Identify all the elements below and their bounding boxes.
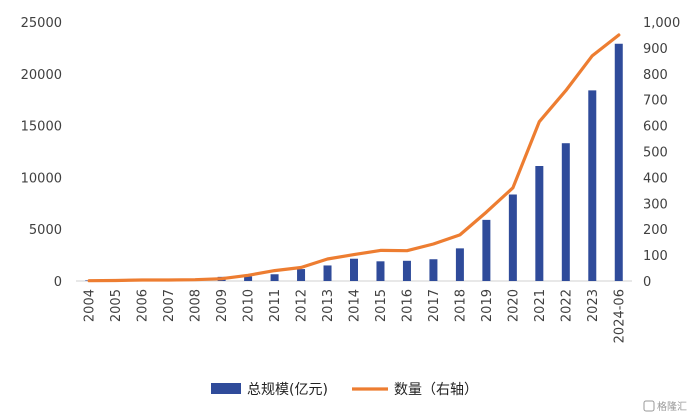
bar — [244, 276, 253, 281]
watermark-logo-icon — [643, 400, 655, 412]
x-tick-label: 2004 — [83, 289, 98, 322]
x-axis: 2004 2005 2006 2007 2008 2009 2010 2011 2012 2013… — [83, 289, 628, 343]
x-tick-label: 2024-06 — [612, 289, 627, 343]
right-tick-label: 100 — [643, 249, 668, 264]
x-tick-label: 2008 — [189, 289, 204, 322]
left-tick-label: 15000 — [21, 120, 62, 135]
left-tick-label: 5000 — [29, 223, 62, 238]
left-tick-label: 20000 — [21, 68, 62, 83]
x-tick-label: 2007 — [162, 289, 177, 322]
left-tick-label: 25000 — [21, 16, 62, 31]
bar-series — [85, 43, 623, 282]
legend-line-label: 数量（右轴） — [394, 382, 478, 398]
bar — [561, 143, 570, 281]
bar — [482, 219, 491, 281]
bar — [270, 274, 279, 281]
bar — [297, 269, 306, 281]
bar — [350, 258, 358, 281]
right-tick-label: 800 — [643, 68, 668, 83]
x-tick-label: 2014 — [348, 289, 363, 322]
right-tick-label: 300 — [643, 197, 668, 212]
left-tick-label: 10000 — [21, 171, 62, 186]
x-tick-label: 2023 — [586, 289, 601, 322]
x-tick-label: 2006 — [136, 289, 151, 322]
count-line-series — [87, 33, 621, 283]
x-tick-label: 2013 — [321, 289, 336, 322]
watermark: 格隆汇 — [643, 400, 687, 413]
x-tick-label: 2012 — [295, 289, 310, 322]
bar — [402, 260, 411, 281]
x-tick-label: 2020 — [506, 289, 521, 322]
legend: 总规模(亿元) 数量（右轴） — [211, 382, 478, 398]
right-tick-label: 400 — [643, 171, 668, 186]
x-tick-label: 2022 — [559, 289, 574, 322]
right-tick-label: 500 — [643, 146, 668, 161]
right-tick-label: 900 — [643, 42, 668, 57]
watermark-text: 格隆汇 — [657, 400, 687, 413]
x-tick-label: 2021 — [533, 289, 548, 322]
legend-bar-swatch — [211, 383, 241, 394]
x-tick-label: 2016 — [400, 289, 415, 322]
left-tick-label: 0 — [54, 275, 62, 290]
bar — [535, 166, 544, 281]
x-tick-label: 2010 — [242, 289, 257, 322]
right-tick-label: 700 — [643, 94, 668, 109]
bar — [455, 248, 464, 281]
x-tick-label: 2018 — [453, 289, 468, 322]
right-tick-label: 600 — [643, 120, 668, 135]
x-tick-label: 2017 — [427, 289, 442, 322]
bar — [429, 259, 438, 281]
bar — [508, 194, 517, 281]
right-tick-label: 1,000 — [643, 16, 680, 31]
right-axis: 0 100 200 300 400 500 600 700 800 900 1,000 — [643, 16, 680, 290]
bar — [588, 90, 597, 281]
legend-bar-label: 总规模(亿元) — [247, 382, 328, 398]
bar — [376, 261, 385, 281]
right-tick-label: 200 — [643, 223, 668, 238]
bar — [614, 43, 623, 282]
x-tick-label: 2009 — [215, 289, 230, 322]
x-tick-label: 2005 — [109, 289, 124, 322]
x-tick-label: 2015 — [374, 289, 389, 322]
right-tick-label: 0 — [643, 275, 651, 290]
left-axis: 0 5000 10000 15000 20000 25000 — [21, 16, 62, 290]
x-tick-label: 2011 — [268, 289, 283, 322]
bar — [323, 265, 332, 281]
x-tick-label: 2019 — [480, 289, 495, 322]
